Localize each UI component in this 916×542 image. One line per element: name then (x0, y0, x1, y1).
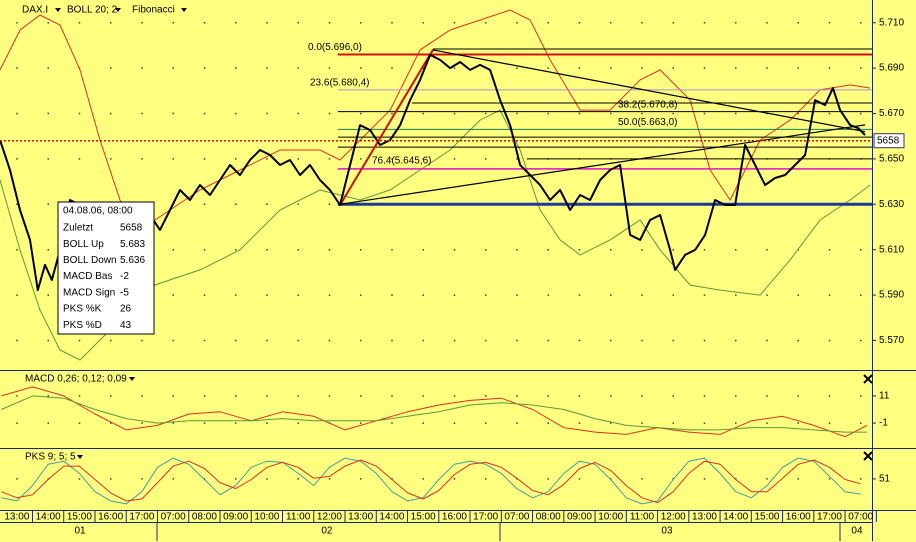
x-tick-label: 14:00 (379, 512, 404, 523)
x-tick-label: 07:00 (504, 512, 529, 523)
tooltip-value: 43 (120, 320, 132, 331)
x-tick-label: 17:00 (817, 512, 842, 523)
x-tick-label: 16:00 (786, 512, 811, 523)
dropdown[interactable] (115, 8, 121, 12)
tooltip-title: 04.08.06, 08:00 (63, 206, 133, 217)
trendline (339, 49, 434, 206)
x-tick-label: 12:00 (317, 512, 342, 523)
tooltip-value: -2 (120, 271, 129, 282)
tooltip-label: PKS %K (63, 304, 102, 315)
x-tick-label: 15:00 (754, 512, 779, 523)
x-tick-label: 17:00 (129, 512, 154, 523)
x-tick-label: 07:00 (848, 512, 873, 523)
tooltip-value: 26 (120, 304, 132, 315)
y-tick-label: 5.570 (879, 335, 904, 346)
series-line (1, 395, 867, 433)
tooltip-value: -5 (120, 287, 129, 298)
fib-label: 23.6(5.680,4) (310, 78, 370, 89)
tooltip-label: MACD Sign (63, 287, 115, 298)
x-tick-label: 14:00 (723, 512, 748, 523)
indicator-label: BOLL 20; 2 (67, 5, 118, 16)
x-tick-label: 16:00 (442, 512, 467, 523)
x-tick-label: 15:00 (411, 512, 436, 523)
dropdown[interactable] (55, 8, 61, 12)
day-label: 01 (74, 526, 86, 537)
x-tick-label: 12:00 (661, 512, 686, 523)
tooltip-label: BOLL Up (63, 239, 104, 250)
y-tick-label: 5.690 (879, 63, 904, 74)
x-tick-label: 07:00 (161, 512, 186, 523)
y-tick-label: 5.670 (879, 108, 904, 119)
panel (0, 457, 872, 505)
x-tick-label: 11:00 (286, 512, 311, 523)
series-line (1, 457, 861, 505)
dropdown[interactable] (129, 377, 135, 381)
x-tick-label: 10:00 (254, 512, 279, 523)
close-button[interactable] (863, 451, 873, 461)
x-tick-label: 16:00 (98, 512, 123, 523)
tooltip-value: 5658 (120, 223, 143, 234)
dropdown[interactable] (77, 455, 83, 459)
panel (0, 9, 872, 361)
fib-label: 50.0(5.663,0) (618, 117, 678, 128)
y-tick-label: 11 (879, 391, 890, 402)
fib-label: 0.0(5.696,0) (308, 42, 362, 53)
tooltip-value: 5.683 (120, 239, 145, 250)
y-tick-label: 5.650 (879, 154, 904, 165)
series-line (1, 459, 861, 504)
trendline (432, 49, 866, 133)
close-button[interactable] (863, 374, 873, 384)
x-tick-label: 08:00 (192, 512, 217, 523)
x-tick-label: 09:00 (223, 512, 248, 523)
panel-title: MACD 0,26; 0,12; 0,09 (25, 374, 127, 385)
x-tick-label: 14:00 (36, 512, 61, 523)
y-tick-label: 5.630 (879, 199, 904, 210)
x-tick-label: 13:00 (4, 512, 29, 523)
x-tick-label: 13:00 (692, 512, 717, 523)
tooltip-label: PKS %D (63, 320, 102, 331)
tooltip-label: BOLL Down (63, 255, 117, 266)
tooltip-value: 5.636 (120, 255, 145, 266)
x-tick-label: 09:00 (567, 512, 592, 523)
day-label: 03 (661, 526, 673, 537)
y-tick-label: 5.590 (879, 290, 904, 301)
x-tick-label: 08:00 (536, 512, 561, 523)
dropdown-icons (55, 8, 187, 459)
indicator-label: DAX.I (22, 5, 48, 16)
last-price-box (873, 133, 905, 149)
x-tick-label: 17:00 (473, 512, 498, 523)
x-tick-label: 13:00 (348, 512, 373, 523)
close-icons (863, 374, 873, 461)
series-line (1, 386, 868, 438)
y-tick-label: 5.710 (879, 17, 904, 28)
tooltip-label: MACD Bas (63, 271, 112, 282)
last-price-label: 5658 (877, 135, 900, 146)
bollinger-line (0, 9, 871, 231)
x-tick-label: 11:00 (630, 512, 655, 523)
x-tick-label: 10:00 (598, 512, 623, 523)
day-label: 04 (851, 526, 863, 537)
indicator-label: Fibonacci (132, 5, 175, 16)
y-tick-label: -1 (879, 418, 888, 429)
y-tick-label: 5.610 (879, 244, 904, 255)
panel (0, 386, 872, 438)
tooltip-label: Zuletzt (63, 223, 93, 234)
fib-label: 38.2(5.670,8) (618, 99, 678, 110)
x-tick-label: 15:00 (67, 512, 92, 523)
panel-title: PKS 9; 5; 5 (25, 452, 76, 463)
fib-label: 76.4(5.645,6) (372, 156, 432, 167)
y-tick-label: 51 (879, 474, 891, 485)
day-label: 02 (321, 526, 333, 537)
trendline (339, 124, 866, 205)
tooltip-box (57, 201, 155, 335)
dropdown[interactable] (181, 8, 187, 12)
